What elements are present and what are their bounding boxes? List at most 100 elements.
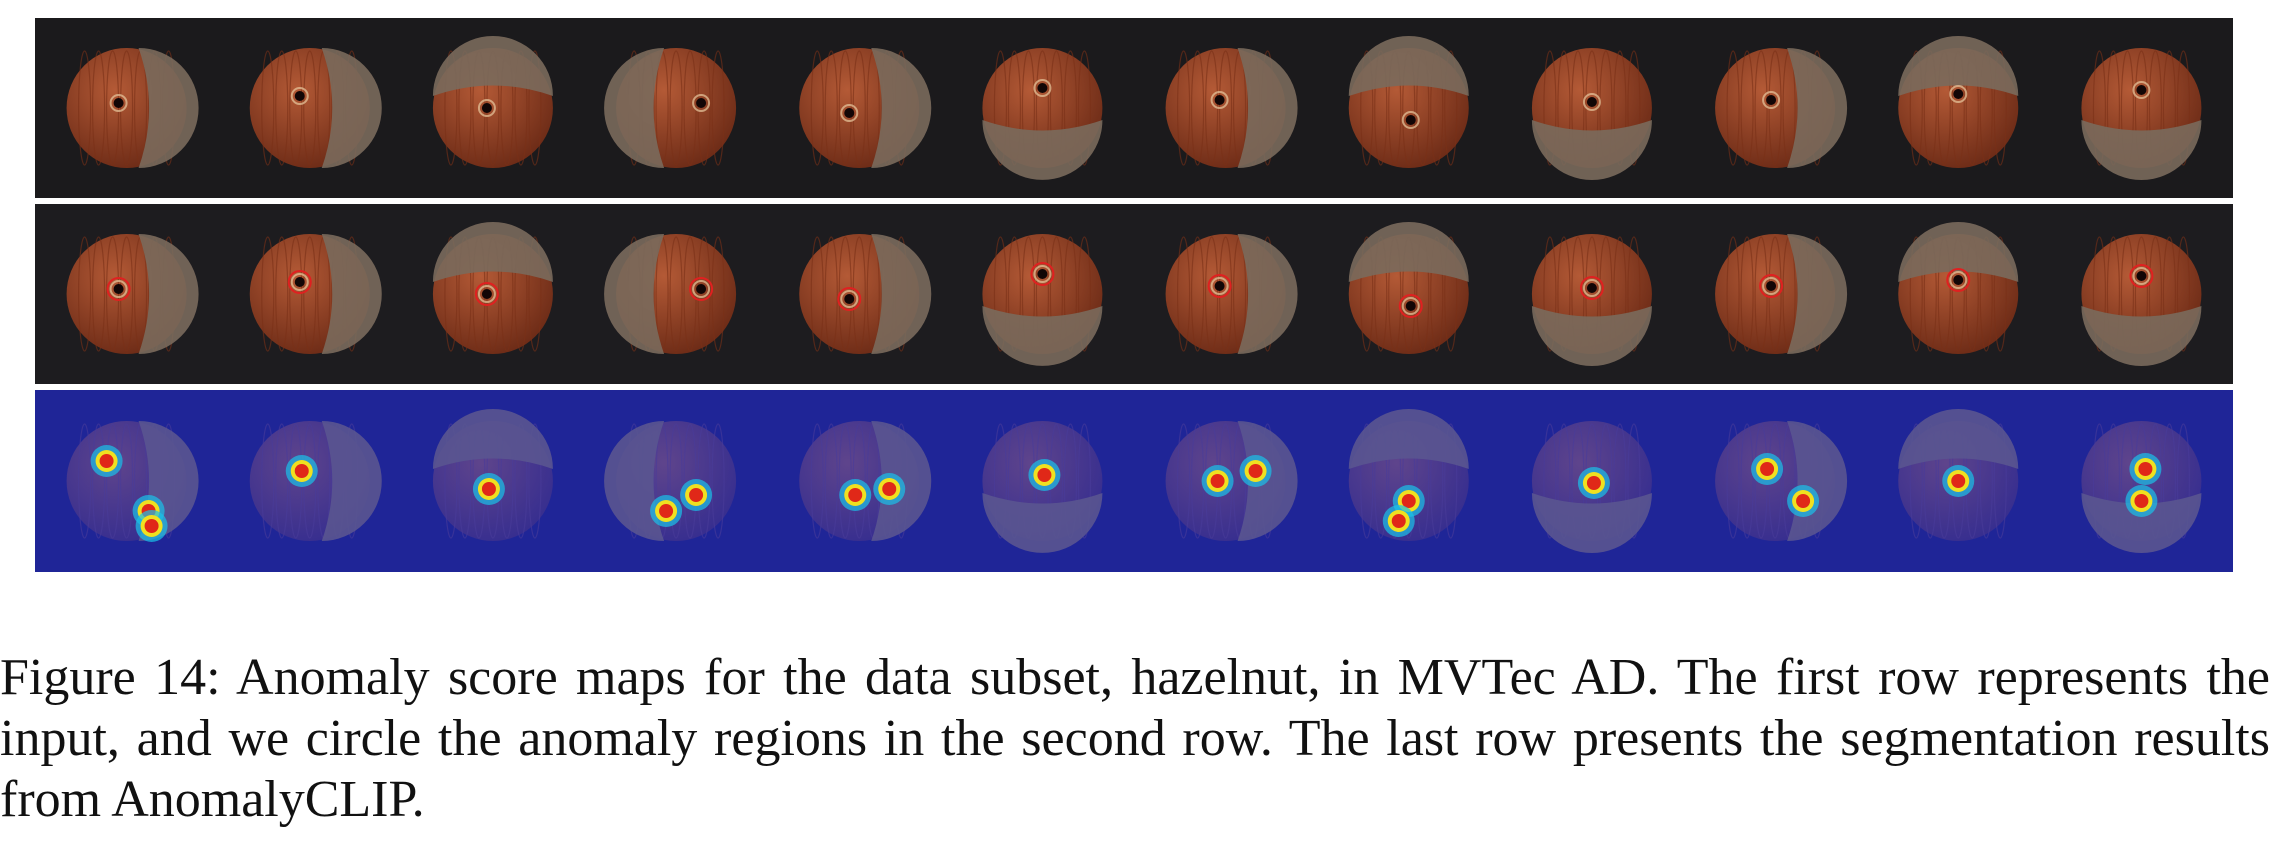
hazelnut-cap — [321, 421, 382, 541]
input-hazelnut-5 — [799, 48, 932, 168]
heat-hazelnut-10 — [1715, 421, 1848, 541]
heat-hazelnut-4 — [604, 421, 737, 541]
hazelnut-cap — [2081, 493, 2202, 554]
circled-hazelnut-4 — [604, 234, 737, 354]
defect-hole — [294, 277, 305, 287]
circled-hazelnut-11 — [1898, 222, 2019, 354]
heat-spot-high — [1210, 474, 1225, 488]
heat-hazelnut-2 — [249, 421, 382, 541]
defect-hole — [1586, 283, 1597, 293]
heat-hazelnut-6 — [982, 421, 1103, 553]
input-row — [35, 18, 2233, 198]
heat-spot-high — [2138, 462, 2153, 476]
heat-spot-high — [659, 504, 674, 518]
heat-spot-high — [1951, 474, 1966, 488]
anomaly-circle — [1398, 294, 1423, 318]
heat-spot-high — [882, 482, 897, 496]
hazelnut-cap — [2081, 306, 2202, 367]
hazelnut-cap — [1348, 222, 1469, 282]
input-hazelnut-7 — [1165, 48, 1298, 168]
input-hazelnut-11 — [1898, 36, 2019, 168]
hazelnut-cap — [1348, 36, 1469, 96]
heat-spot-high — [144, 519, 159, 533]
anomaly-circle — [1579, 276, 1604, 300]
heat-hazelnut-11 — [1898, 409, 2019, 541]
hazelnut-cap — [871, 234, 932, 354]
anomaly-circle — [2129, 264, 2154, 288]
hazelnut-cap — [432, 221, 553, 282]
defect-hole — [481, 289, 492, 299]
input-row-canvas — [66, 35, 2202, 181]
hazelnut-cap — [1237, 48, 1298, 168]
segmentation-row-canvas — [66, 408, 2202, 554]
defect-hole — [1953, 89, 1964, 99]
defect-hole — [1214, 95, 1225, 105]
hazelnut-cap — [1237, 234, 1298, 354]
defect-hole — [113, 98, 124, 108]
input-hazelnut-9 — [1531, 48, 1652, 180]
anomaly-circle — [1946, 268, 1971, 292]
input-hazelnut-6 — [982, 48, 1103, 180]
heat-spot-high — [1037, 468, 1052, 482]
heat-hazelnut-5 — [799, 421, 932, 541]
defect-hole — [1214, 281, 1225, 291]
defect-hole — [696, 284, 707, 294]
input-hazelnut-8 — [1348, 36, 1469, 168]
hazelnut-cap — [982, 306, 1103, 366]
defect-hole — [696, 98, 707, 108]
anomaly-circle — [287, 270, 312, 294]
hazelnut-cap — [604, 421, 665, 541]
defect-hole — [1037, 269, 1048, 279]
input-hazelnut-2 — [249, 48, 382, 168]
heat-spot-high — [1796, 494, 1811, 508]
heat-spot-high — [848, 488, 863, 502]
hazelnut-cap — [982, 493, 1103, 553]
input-hazelnut-3 — [432, 35, 553, 168]
defect-hole — [2136, 85, 2147, 95]
figure-caption: Figure 14: Anomaly score maps for the da… — [0, 649, 2270, 828]
hazelnut-cap — [138, 48, 199, 168]
defect-hole — [481, 103, 492, 113]
circled-hazelnut-12 — [2081, 234, 2202, 367]
circled-hazelnut-8 — [1348, 222, 1469, 354]
hazelnut-cap — [982, 120, 1103, 180]
defect-hole — [1766, 281, 1777, 291]
circled-hazelnut-10 — [1715, 234, 1848, 354]
circled-hazelnut-1 — [66, 234, 199, 354]
hazelnut-cap — [138, 234, 199, 354]
figure-panel — [35, 18, 2233, 572]
hazelnut-cap — [1348, 409, 1469, 469]
anomaly-circle — [474, 282, 499, 306]
heat-spot-high — [1586, 476, 1601, 490]
heat-spot-high — [689, 488, 704, 502]
defect-hole — [844, 294, 855, 304]
anomaly-circle — [1207, 274, 1232, 298]
hazelnut-cap — [1787, 48, 1848, 168]
circled-hazelnut-2 — [249, 234, 382, 354]
anomaly-circle — [689, 277, 714, 301]
circled-hazelnut-6 — [982, 234, 1103, 366]
hazelnut-cap — [871, 48, 932, 168]
heat-hazelnut-8 — [1348, 409, 1469, 541]
hazelnut-cap — [1898, 36, 2019, 96]
heat-hazelnut-7 — [1165, 421, 1298, 541]
circled-row-canvas — [66, 221, 2202, 367]
heat-spot-high — [1760, 462, 1775, 476]
heat-hazelnut-9 — [1531, 421, 1652, 553]
defect-hole — [2136, 271, 2147, 281]
heat-hazelnut-3 — [432, 408, 553, 541]
circled-hazelnut-9 — [1531, 234, 1652, 366]
anomaly-circle — [106, 277, 131, 301]
anomaly-circle — [1030, 262, 1055, 286]
defect-hole — [1037, 83, 1048, 93]
hazelnut-cap — [1898, 409, 2019, 469]
hazelnut-cap — [2081, 120, 2202, 181]
defect-hole — [1953, 275, 1964, 285]
circled-hazelnut-7 — [1165, 234, 1298, 354]
defect-hole — [1405, 115, 1416, 125]
anomaly-circle — [1759, 274, 1784, 298]
heat-spot-high — [1248, 464, 1263, 478]
circled-anomaly-row — [35, 204, 2233, 384]
heat-spot-high — [294, 464, 309, 478]
hazelnut-cap — [604, 234, 665, 354]
